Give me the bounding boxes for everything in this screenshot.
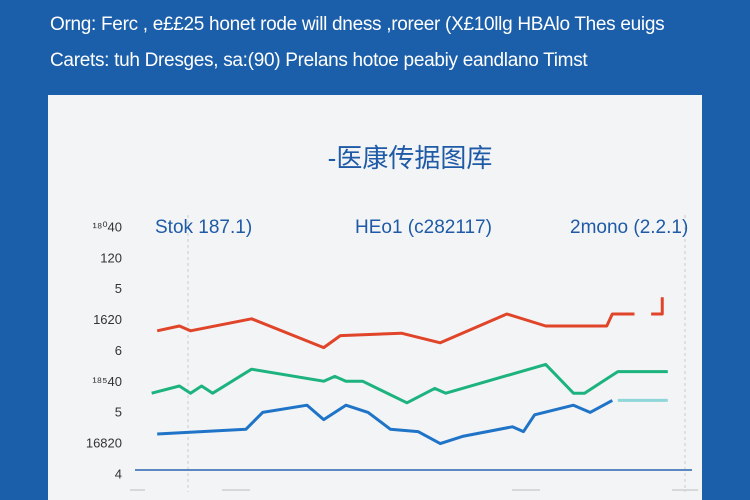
panel (48, 95, 702, 500)
header: Orng: Ferc , e££25 honet rode will dness… (0, 0, 750, 95)
annotation: 2mono (2.2.1) (570, 217, 688, 238)
chart-title: -医康传据图库 (328, 143, 493, 173)
header-line: Carets: tuh Dresges, sa:(90) Prelans hot… (50, 50, 588, 71)
y-tick-label: 16820 (86, 436, 122, 451)
y-tick-label: 4 (115, 466, 122, 481)
y-tick-label: ¹⁸⁵40 (92, 374, 122, 389)
annotation: HEo1 (c282117) (355, 217, 492, 238)
y-tick-label: 5 (115, 405, 122, 420)
y-tick-label: 120 (100, 250, 122, 265)
y-tick-label: 1620 (93, 312, 122, 327)
line (157, 399, 614, 446)
header-line: Orng: Ferc , e££25 honet rode will dness… (50, 14, 665, 35)
line (156, 312, 635, 350)
y-tick-label: ¹⁸⁰40 (93, 219, 123, 234)
annotation: Stok 187.1) (155, 217, 252, 238)
y-tick-label: 5 (115, 281, 122, 296)
y-tick-label: 6 (115, 343, 122, 358)
line (651, 297, 664, 316)
line (151, 362, 668, 405)
